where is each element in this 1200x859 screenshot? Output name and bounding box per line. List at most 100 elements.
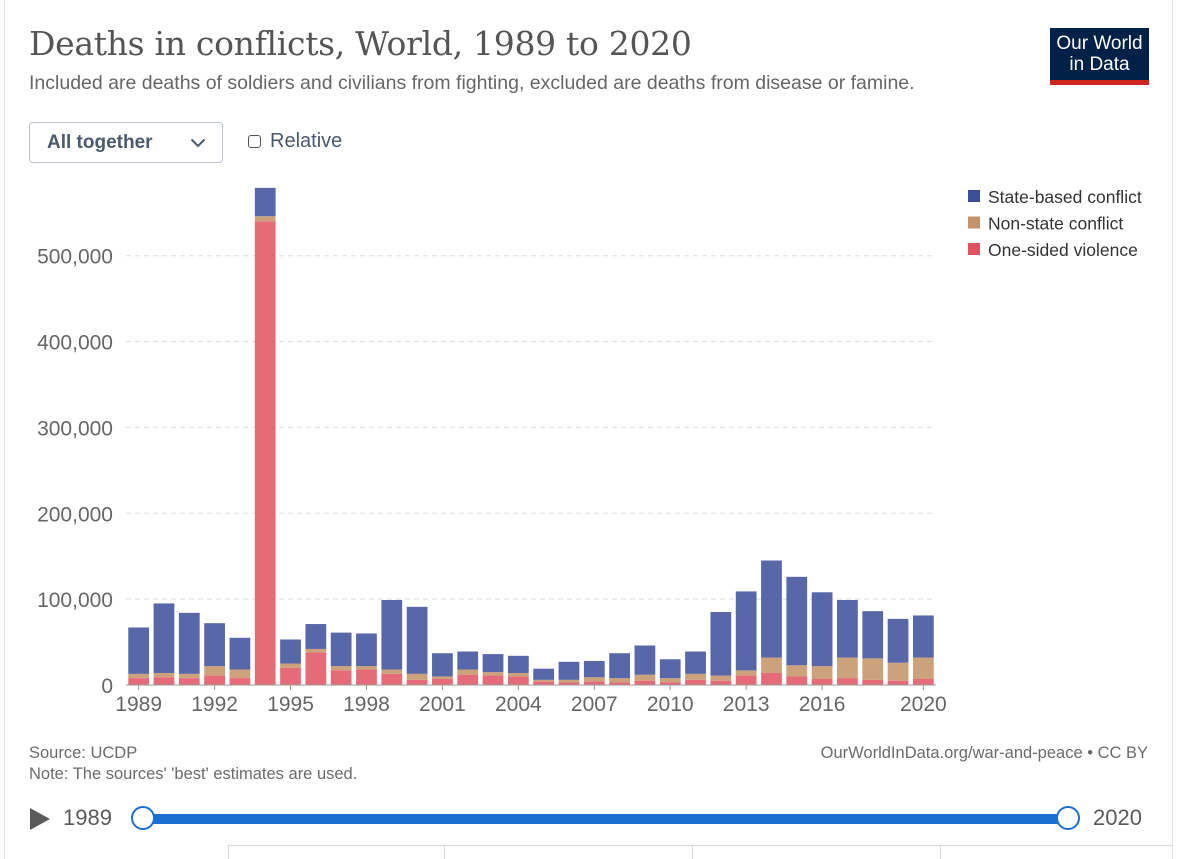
bar-onesided-2001 xyxy=(432,678,453,685)
logo-line-2: in Data xyxy=(1069,54,1130,75)
play-icon[interactable] xyxy=(30,808,50,830)
bar-state-2017 xyxy=(837,599,858,658)
bar-state-2013 xyxy=(735,591,757,671)
bar-state-2015 xyxy=(786,576,808,666)
gridlines xyxy=(126,255,936,600)
bar-onesided-2016 xyxy=(811,678,833,685)
bar-nonstate-2005 xyxy=(533,679,555,682)
relative-checkbox[interactable] xyxy=(248,135,261,148)
timeline-start-label: 1989 xyxy=(63,805,112,830)
bar-state-1990 xyxy=(153,603,175,673)
bar-state-1994 xyxy=(254,187,276,217)
chevron-down-icon xyxy=(190,138,206,147)
bar-nonstate-2019 xyxy=(887,662,909,681)
bar-onesided-2006 xyxy=(558,682,580,685)
bar-onesided-2004 xyxy=(507,676,529,685)
bar-state-2003 xyxy=(482,654,504,673)
bar-nonstate-2004 xyxy=(507,672,529,677)
frame-border-right xyxy=(1172,0,1173,859)
bar-state-1991 xyxy=(178,612,200,674)
x-tick-label: 1998 xyxy=(343,693,390,716)
bar-state-2011 xyxy=(685,651,706,674)
legend-swatch-onesided xyxy=(968,243,980,255)
timeline-track[interactable] xyxy=(143,814,1068,824)
x-tick-label: 2020 xyxy=(900,693,947,716)
bar-onesided-2009 xyxy=(634,680,656,685)
source-text: Source: UCDP xyxy=(29,744,138,762)
bar-nonstate-2009 xyxy=(634,674,656,681)
bar-onesided-1997 xyxy=(330,670,352,685)
y-tick-label: 100,000 xyxy=(37,589,113,612)
bar-nonstate-2018 xyxy=(862,658,884,680)
bar-state-1995 xyxy=(280,639,301,664)
stacked-bar-chart: 0 100,000 200,000 300,000 400,000 500,000 198… xyxy=(37,187,1142,716)
x-tick-label: 2001 xyxy=(419,693,466,716)
bar-onesided-2019 xyxy=(887,680,909,685)
bar-onesided-1989 xyxy=(128,678,150,685)
bar-nonstate-1992 xyxy=(204,666,225,676)
y-tick-label: 0 xyxy=(101,675,113,698)
legend-label-nonstate: Non-state conflict xyxy=(988,214,1123,234)
x-tick-label: 2007 xyxy=(571,693,618,716)
relative-label: Relative xyxy=(270,130,343,152)
bar-onesided-2015 xyxy=(786,676,808,685)
bar-onesided-2014 xyxy=(761,672,782,685)
bar-nonstate-2008 xyxy=(609,678,630,683)
bar-onesided-2011 xyxy=(685,679,706,685)
bar-onesided-2008 xyxy=(609,682,630,685)
bar-state-2012 xyxy=(710,612,732,676)
bar-state-2001 xyxy=(432,653,453,677)
bar-state-2007 xyxy=(583,660,605,678)
bar-onesided-1995 xyxy=(280,667,301,685)
chart-subtitle: Included are deaths of soldiers and civi… xyxy=(29,72,915,94)
x-tick-label: 2016 xyxy=(799,693,846,716)
bar-nonstate-2012 xyxy=(710,675,732,681)
legend-label-onesided: One-sided violence xyxy=(988,240,1138,260)
bar-nonstate-1999 xyxy=(381,669,403,674)
bar-state-2005 xyxy=(533,668,555,680)
bar-nonstate-2016 xyxy=(811,666,833,679)
tab-divider xyxy=(228,845,229,859)
bar-onesided-1996 xyxy=(305,652,327,685)
bars xyxy=(128,187,934,685)
tab-bar-border xyxy=(228,845,1173,846)
x-tick-label: 1989 xyxy=(115,693,162,716)
license-link[interactable]: OurWorldInData.org/war-and-peace • CC BY xyxy=(820,744,1148,762)
bar-onesided-1992 xyxy=(204,675,225,685)
bar-state-1999 xyxy=(381,599,403,670)
bar-state-2009 xyxy=(634,645,656,675)
bar-onesided-2007 xyxy=(583,681,605,685)
bar-state-2004 xyxy=(507,655,529,673)
bar-nonstate-2007 xyxy=(583,677,605,682)
y-axis-ticks: 0 100,000 200,000 300,000 400,000 500,000 xyxy=(37,246,113,698)
timeline-start-handle[interactable] xyxy=(131,806,155,830)
y-tick-label: 200,000 xyxy=(37,503,113,526)
bar-state-2014 xyxy=(761,560,782,658)
x-tick-label: 2013 xyxy=(723,693,770,716)
tab-divider xyxy=(940,845,941,859)
bar-nonstate-1994 xyxy=(254,216,276,222)
bar-onesided-2000 xyxy=(406,679,428,685)
note-text: Note: The sources' 'best' estimates are … xyxy=(29,765,358,783)
owid-logo[interactable]: Our World in Data xyxy=(1050,28,1149,85)
bar-nonstate-1995 xyxy=(280,663,301,668)
bar-state-2002 xyxy=(457,651,479,670)
legend-swatch-nonstate xyxy=(968,216,980,229)
relative-toggle[interactable]: Relative xyxy=(248,130,342,153)
timeline-end-handle[interactable] xyxy=(1056,806,1080,830)
y-tick-label: 500,000 xyxy=(37,246,113,269)
bar-nonstate-1996 xyxy=(305,648,327,653)
bar-nonstate-2017 xyxy=(837,657,858,679)
legend: State-based conflict Non-state conflict On… xyxy=(968,187,1142,260)
bar-onesided-2018 xyxy=(862,679,884,685)
bar-onesided-2013 xyxy=(735,675,757,685)
bar-nonstate-2002 xyxy=(457,669,479,675)
bar-nonstate-2020 xyxy=(912,657,934,679)
bar-nonstate-1990 xyxy=(153,672,175,678)
bar-state-1997 xyxy=(330,632,352,667)
bar-state-2016 xyxy=(811,592,833,667)
x-tick-label: 2004 xyxy=(495,693,542,716)
bar-nonstate-2011 xyxy=(685,673,706,680)
stack-mode-dropdown[interactable]: All together xyxy=(29,122,223,163)
legend-swatch-state xyxy=(968,190,980,202)
